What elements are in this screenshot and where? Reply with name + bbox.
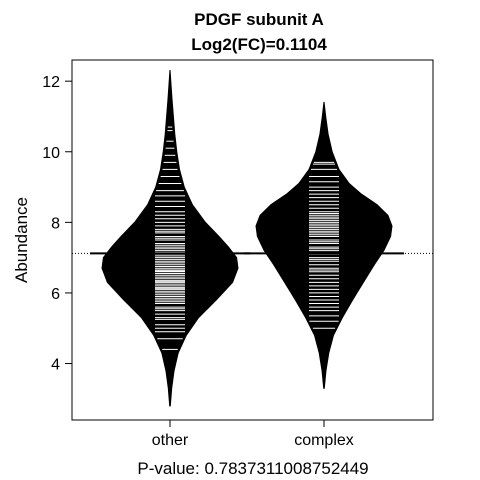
x-tick-label-other: other [152, 432, 189, 449]
y-tick-label: 4 [51, 357, 60, 374]
chart-title: PDGF subunit A [194, 10, 324, 29]
x-tick-label-complex: complex [294, 432, 354, 449]
bean-shape [255, 101, 393, 389]
x-axis: other complex [152, 420, 354, 449]
y-tick-label: 8 [51, 215, 60, 232]
y-tick-label: 6 [51, 286, 60, 303]
y-tick-label: 12 [42, 74, 60, 91]
chart-subtitle: Log2(FC)=0.1104 [191, 35, 327, 54]
y-axis-label: Abundance [12, 197, 31, 283]
y-axis: 4 6 8 10 12 [42, 74, 72, 374]
y-tick-label: 10 [42, 145, 60, 162]
bean-other [90, 70, 250, 407]
bean-complex [244, 101, 404, 389]
beans-layer [90, 70, 404, 407]
x-axis-label: P-value: 0.7837311008752449 [137, 459, 368, 478]
plot-frame [71, 59, 434, 421]
